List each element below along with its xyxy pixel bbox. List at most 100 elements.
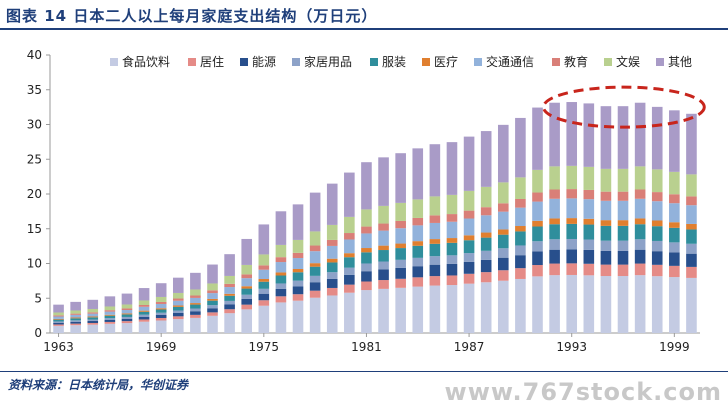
bar-segment (361, 252, 372, 264)
bar-segment (617, 220, 629, 226)
bar-segment (241, 298, 253, 305)
bar-segment (600, 264, 612, 277)
bar-segment (395, 220, 406, 229)
bar-segment (600, 240, 612, 251)
bar-segment (651, 201, 663, 221)
bar-segment (412, 266, 424, 278)
bar-segment (532, 226, 543, 242)
x-tick-label: 1999 (659, 340, 690, 354)
bar-segment (497, 270, 509, 281)
bar-segment (172, 305, 184, 307)
legend-label: 食品饮料 (122, 54, 170, 69)
bar-segment (275, 283, 287, 289)
bar-segment (70, 313, 81, 315)
bar-segment (669, 171, 680, 195)
bar-segment (190, 295, 201, 298)
x-tick-label: 1981 (351, 340, 382, 354)
bar-segment (121, 293, 133, 305)
bar-segment (121, 318, 133, 322)
bar-segment (497, 211, 509, 230)
bar-segment (70, 321, 81, 324)
bar-segment (429, 239, 441, 244)
bar-segment (309, 251, 321, 264)
legend-label: 居住 (200, 55, 224, 69)
bar-segment (326, 287, 338, 296)
bar-segment (429, 276, 441, 286)
bar-segment (412, 277, 424, 287)
bar-segment (463, 261, 475, 274)
bar-segment (378, 261, 389, 270)
bar-segment (429, 222, 441, 240)
bar-segment (241, 286, 253, 289)
bar-segment (583, 199, 595, 219)
bar-segment (207, 293, 218, 299)
bar-segment (241, 264, 253, 275)
bar-segment (395, 202, 406, 221)
bar-segment (258, 278, 270, 282)
bar-segment (344, 233, 355, 240)
bar-segment (155, 320, 167, 333)
bar-segment (566, 198, 578, 219)
bar-segment (104, 306, 116, 311)
bar-segment (53, 321, 64, 323)
y-tick-label: 5 (34, 291, 42, 305)
bar-segment (686, 196, 697, 206)
bar-segment (53, 325, 64, 333)
bar-segment (275, 302, 287, 333)
bar-segment (155, 309, 167, 313)
bar-segment (104, 314, 116, 316)
bar-segment (258, 269, 270, 279)
bar-segment (515, 117, 526, 178)
bar-segment (258, 281, 270, 289)
bar-segment (395, 278, 406, 288)
bar-segment (104, 323, 116, 333)
bar-segment (549, 218, 560, 225)
bar-segment (446, 221, 458, 239)
bar-segment (70, 314, 81, 318)
bar-segment (172, 300, 184, 306)
bar-segment (361, 271, 372, 282)
bar-segment (617, 250, 629, 265)
bar-segment (292, 300, 304, 333)
legend-label: 其他 (668, 55, 692, 69)
bar-segment (53, 319, 64, 322)
bar-segment (532, 276, 543, 333)
bar-segment (326, 262, 338, 273)
bar-segment (669, 227, 680, 243)
bar-segment (549, 249, 560, 264)
bar-segment (583, 224, 595, 240)
bar-segment (634, 102, 646, 167)
bar-segment (70, 320, 81, 322)
legend-label: 服装 (382, 55, 406, 69)
bar-segment (155, 314, 167, 318)
bar-segment (412, 286, 424, 333)
bar-segment (497, 280, 509, 333)
bar-segment (155, 296, 167, 302)
bar-segment (207, 264, 218, 284)
legend-swatch (110, 58, 118, 66)
bar-segment (292, 269, 304, 273)
bar-segment (292, 252, 304, 259)
bar-segment (566, 249, 578, 264)
bar-segment (344, 274, 355, 285)
bar-segment (515, 278, 526, 333)
bar-segment (480, 272, 492, 283)
highlight-ellipse (541, 85, 706, 129)
bar-segment (172, 277, 184, 293)
bar-segment (138, 306, 150, 311)
legend-swatch (370, 58, 378, 66)
bar-segment (121, 314, 133, 317)
bar-segment (207, 312, 218, 316)
bar-segment (412, 217, 424, 226)
bar-segment (258, 293, 270, 301)
bar-segment (378, 269, 389, 281)
bar-segment (53, 312, 64, 316)
bar-segment (326, 224, 338, 240)
bar-segment (190, 303, 201, 305)
bar-segment (549, 198, 560, 219)
legend-swatch (656, 58, 664, 66)
bar-segment (190, 311, 201, 315)
bar-segment (155, 301, 167, 304)
y-tick-label: 35 (27, 83, 42, 97)
bar-segment (549, 166, 560, 190)
